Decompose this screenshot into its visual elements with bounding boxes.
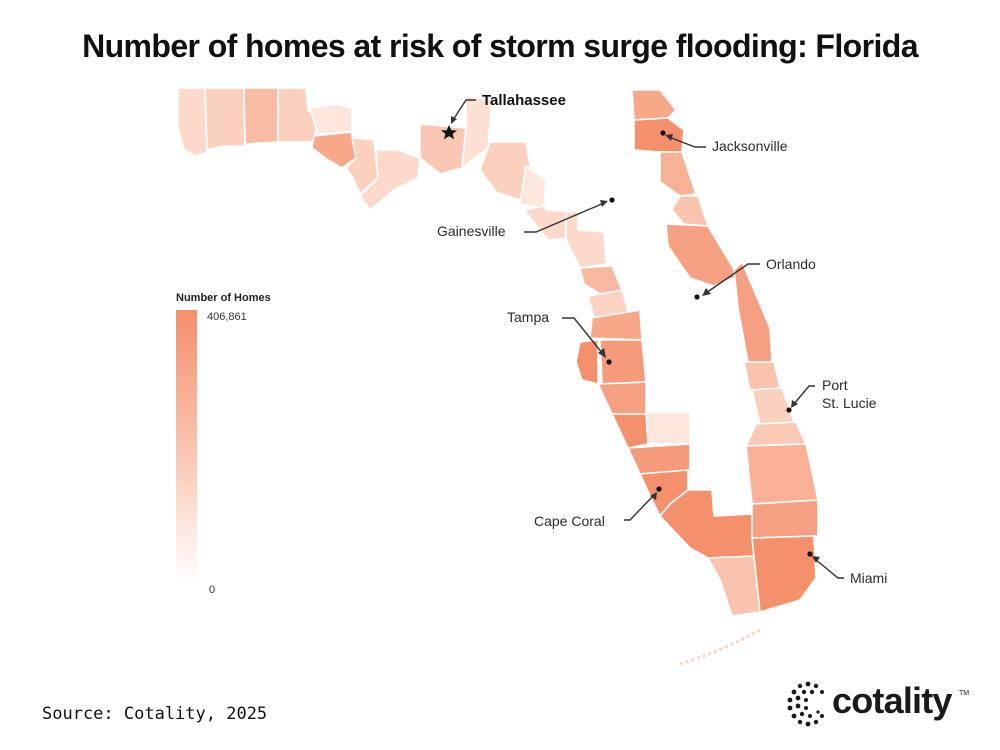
- county-charlotte: [627, 443, 691, 475]
- legend-color-scale: [176, 310, 197, 582]
- county-washington: [309, 103, 353, 135]
- county-flagler: [671, 195, 709, 227]
- leader-arrow-icon: [665, 134, 673, 141]
- city-gainesville: Gainesville: [437, 197, 615, 239]
- county-sarasota: [611, 413, 649, 449]
- leader-arrow-icon: [791, 400, 798, 408]
- county-st-johns: [659, 151, 697, 197]
- city-orlando: Orlando: [694, 256, 816, 300]
- leader-arrow-icon: [812, 556, 820, 563]
- city-dot: [656, 486, 662, 492]
- county-okeechobee: [721, 387, 757, 447]
- county-columbia: [565, 109, 601, 177]
- county-hamilton: [529, 103, 569, 141]
- county-clay: [629, 149, 661, 183]
- county-putnam: [627, 177, 661, 227]
- florida-keys: [679, 628, 761, 666]
- city-dot: [786, 407, 792, 413]
- cotality-logo-tm: TM: [959, 690, 970, 697]
- city-tampa: Tampa: [507, 309, 612, 365]
- county-broward: [751, 499, 819, 539]
- capital-star-icon: [441, 125, 457, 140]
- county-st-lucie: [751, 387, 795, 425]
- city-dot: [660, 130, 666, 136]
- county-gulf: [345, 137, 379, 195]
- county-calhoun: [351, 107, 375, 141]
- county-leon: [425, 89, 471, 127]
- county-volusia: [665, 223, 739, 287]
- city-cape-coral: Cape Coral: [534, 486, 662, 529]
- county-santa-rosa: [204, 87, 246, 151]
- county-escambia: [177, 87, 208, 157]
- county-franklin: [359, 149, 421, 211]
- county-miami-dade: [751, 535, 817, 613]
- county-madison: [489, 99, 531, 143]
- legend-min-label: 0: [209, 584, 216, 596]
- county-glades: [689, 443, 749, 471]
- city-label-miami: Miami: [850, 570, 887, 586]
- leader-arrow-icon: [598, 348, 606, 358]
- county-nassau: [631, 89, 677, 121]
- county-collier: [659, 489, 757, 559]
- county-polk: [639, 317, 701, 387]
- city-label-port-st-lucie: Port St. Lucie: [822, 377, 877, 411]
- city-port-st-lucie: Port St. Lucie: [786, 377, 877, 413]
- city-label-cape-coral: Cape Coral: [534, 513, 605, 529]
- city-miami: Miami: [807, 551, 887, 586]
- county-union: [597, 155, 631, 181]
- county-jefferson: [461, 95, 493, 169]
- county-bay: [311, 131, 357, 169]
- county-liberty: [373, 109, 401, 151]
- leader-arrow-icon: [650, 492, 657, 500]
- legend-title: Number of Homes: [176, 292, 271, 304]
- city-jacksonville: Jacksonville: [660, 130, 788, 154]
- city-dot: [807, 551, 813, 557]
- city-label-jacksonville: Jacksonville: [712, 138, 788, 154]
- county-duval: [633, 117, 685, 153]
- county-okaloosa: [243, 87, 279, 145]
- city-dot: [609, 197, 615, 203]
- city-label-line: St. Lucie: [822, 395, 877, 411]
- cotality-logo-mark-icon: [787, 681, 824, 727]
- city-label-gainesville: Gainesville: [437, 223, 506, 239]
- cotality-logo: cotality TM: [784, 676, 974, 732]
- county-palm-beach: [745, 443, 819, 505]
- interior-counties: [603, 225, 757, 517]
- southeast-counties: [745, 443, 819, 613]
- county-wakulla: [419, 123, 467, 175]
- city-dot: [694, 294, 700, 300]
- city-label-tallahassee: Tallahassee: [482, 92, 566, 109]
- county-lake: [647, 267, 681, 311]
- county-monroe: [707, 555, 761, 617]
- county-jackson: [335, 85, 397, 109]
- county-marion: [603, 225, 665, 273]
- city-tallahassee: Tallahassee: [441, 92, 566, 140]
- source-note: Source: Cotality, 2025: [42, 704, 268, 724]
- county-hardee: [643, 379, 681, 413]
- city-label-line: Port: [822, 377, 848, 393]
- gulf-counties: [575, 265, 761, 617]
- county-baker: [599, 111, 633, 157]
- city-dot: [606, 359, 612, 365]
- leader-arrow-icon: [702, 288, 711, 296]
- county-indian-river: [743, 361, 781, 391]
- panhandle-counties: [177, 85, 661, 269]
- map-title: Number of homes at risk of storm surge f…: [82, 28, 918, 64]
- city-label-orlando: Orlando: [766, 256, 816, 272]
- county-desoto: [645, 411, 691, 445]
- county-manatee: [597, 381, 647, 415]
- county-gilchrist: [545, 179, 579, 213]
- county-gadsden: [395, 85, 427, 123]
- legend-max-label: 406,861: [207, 311, 247, 323]
- city-label-tampa: Tampa: [507, 309, 549, 325]
- leader-arrow-icon: [451, 116, 457, 124]
- cotality-logo-text: cotality: [832, 680, 952, 721]
- county-pinellas: [575, 339, 599, 385]
- leader-arrow-icon: [600, 200, 608, 207]
